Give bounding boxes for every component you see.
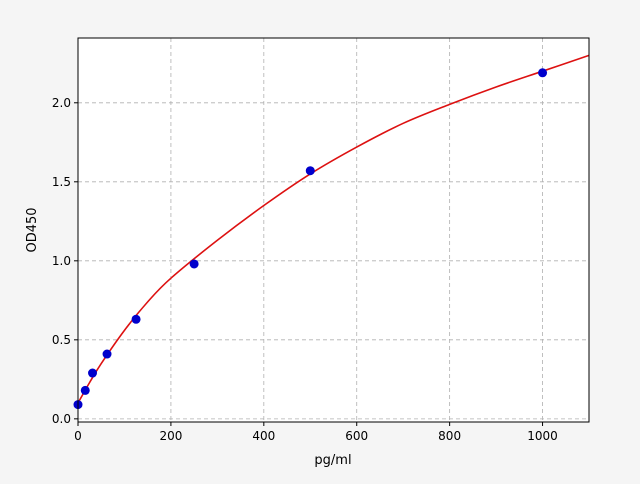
plot-frame: [77, 37, 590, 423]
x-tick-label: 600: [345, 429, 368, 443]
x-axis: 0 200 400 600 800 1000: [74, 422, 558, 443]
y-tick-label: 1.0: [52, 254, 71, 268]
x-tick-label: 200: [159, 429, 182, 443]
data-point: [131, 314, 141, 324]
x-tick-label: 1000: [527, 429, 558, 443]
data-point: [102, 349, 112, 359]
points-group: [73, 68, 548, 410]
data-point: [538, 68, 548, 78]
y-tick-label: 1.5: [52, 175, 71, 189]
y-axis: 0.0 0.5 1.0 1.5 2.0: [52, 96, 78, 426]
x-tick-label: 800: [438, 429, 461, 443]
x-tick-label: 0: [74, 429, 82, 443]
x-axis-label: pg/ml: [314, 453, 351, 468]
data-point: [88, 368, 98, 378]
data-point: [305, 166, 315, 176]
y-tick-label: 0.0: [52, 412, 71, 426]
y-axis-label: OD450: [25, 207, 40, 252]
x-tick-label: 400: [252, 429, 275, 443]
data-point: [189, 259, 199, 269]
data-point: [80, 385, 90, 395]
plot-area: [78, 38, 589, 422]
y-tick-label: 2.0: [52, 96, 71, 110]
y-tick-label: 0.5: [52, 333, 71, 347]
